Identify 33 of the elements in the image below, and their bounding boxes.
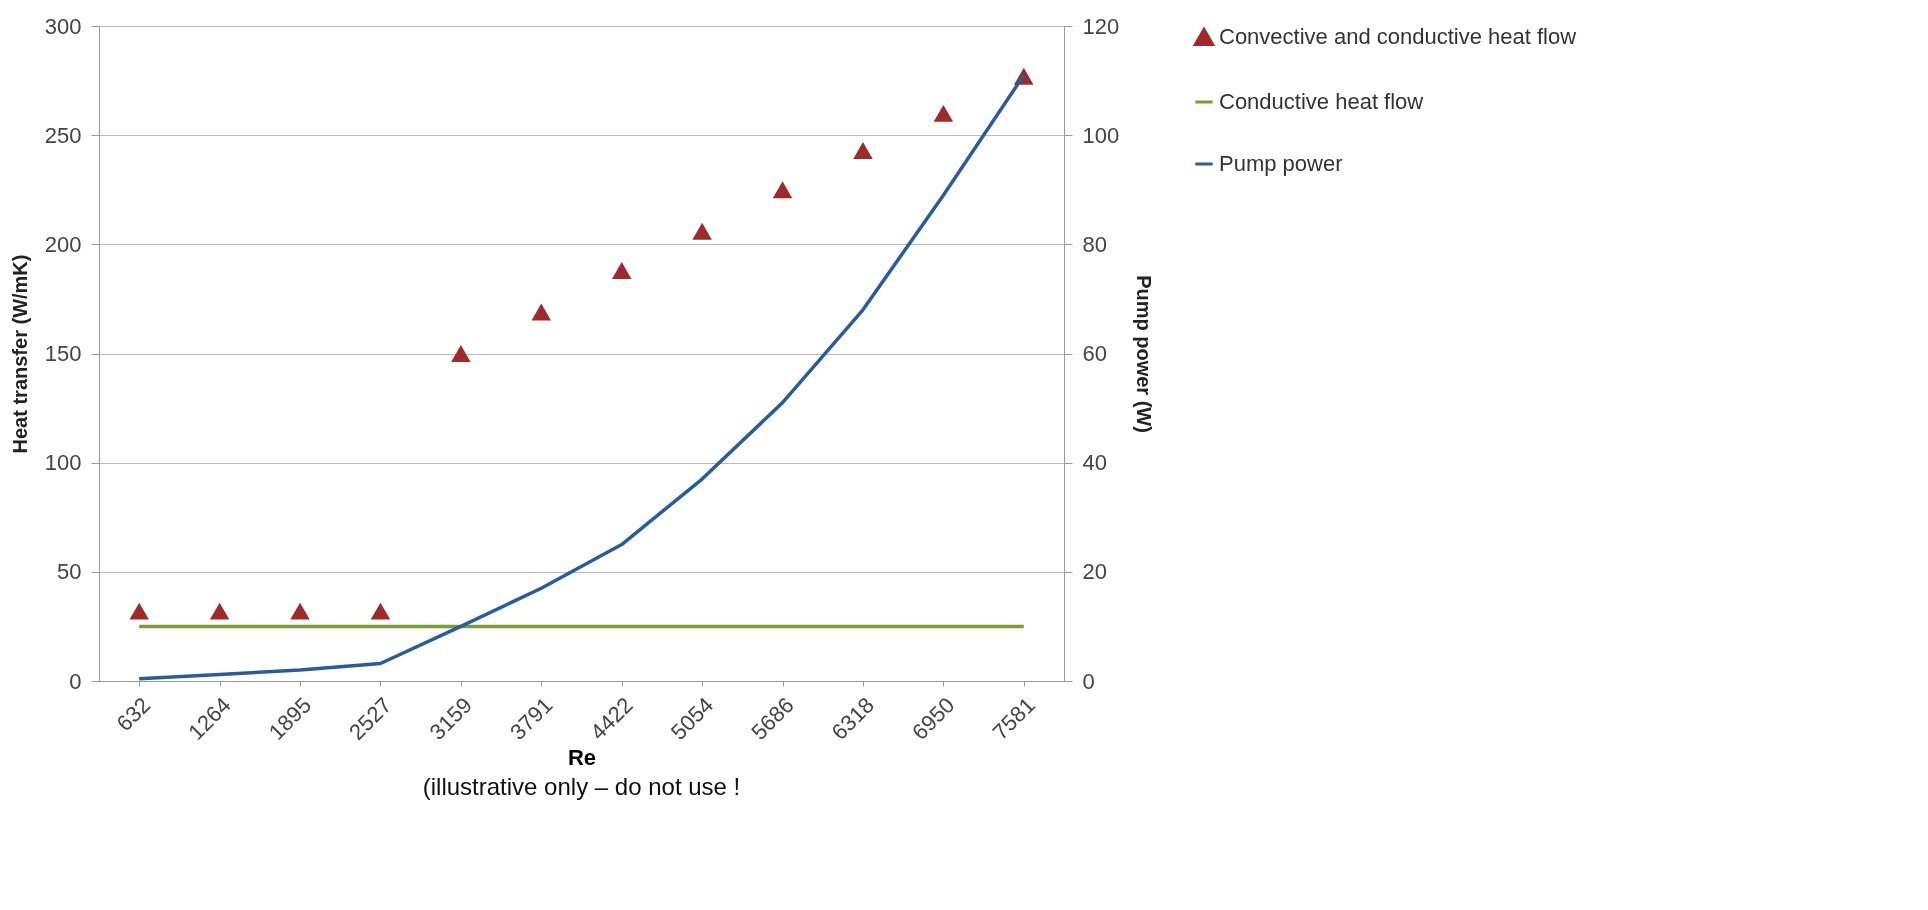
y2-tick-label: 20	[1082, 559, 1107, 585]
y-tick-label: 200	[44, 231, 82, 257]
point	[531, 303, 552, 321]
legend-label: Pump power	[1219, 151, 1343, 176]
y-tick-label: 100	[44, 450, 82, 476]
y2-tick-label: 120	[1082, 13, 1120, 39]
y-tick-label: 250	[44, 122, 82, 148]
point	[370, 602, 391, 620]
point	[692, 222, 712, 240]
x-tick-label: 632	[111, 692, 156, 737]
y2-tick-label: 40	[1082, 450, 1107, 476]
y2-tick-label: 60	[1082, 341, 1107, 366]
legend-label: Convective and conductive heat flow	[1219, 24, 1577, 49]
y-tick-label: 150	[44, 341, 82, 366]
y2-tick-label: 0	[1082, 668, 1095, 694]
point	[129, 602, 149, 620]
point	[853, 142, 873, 159]
y-tick-label: 50	[57, 559, 82, 585]
y2-tick-label: 80	[1082, 231, 1107, 257]
legend-label: Conductive heat flow	[1219, 89, 1424, 114]
y2-axis-title: Pump power (W)	[1133, 275, 1156, 433]
y2-tick-label: 100	[1082, 122, 1120, 148]
point	[209, 602, 230, 620]
point	[290, 602, 310, 620]
x-axis-title: Re	[567, 744, 597, 770]
text: (illustrative only – do not use !	[422, 773, 741, 801]
y-tick-label: 300	[44, 13, 82, 39]
point	[451, 345, 471, 362]
y-tick-label: 0	[69, 668, 82, 694]
y-axis-title: Heat transfer (W/mK)	[8, 254, 31, 454]
point	[611, 262, 632, 279]
point	[933, 104, 954, 122]
point	[772, 181, 793, 199]
